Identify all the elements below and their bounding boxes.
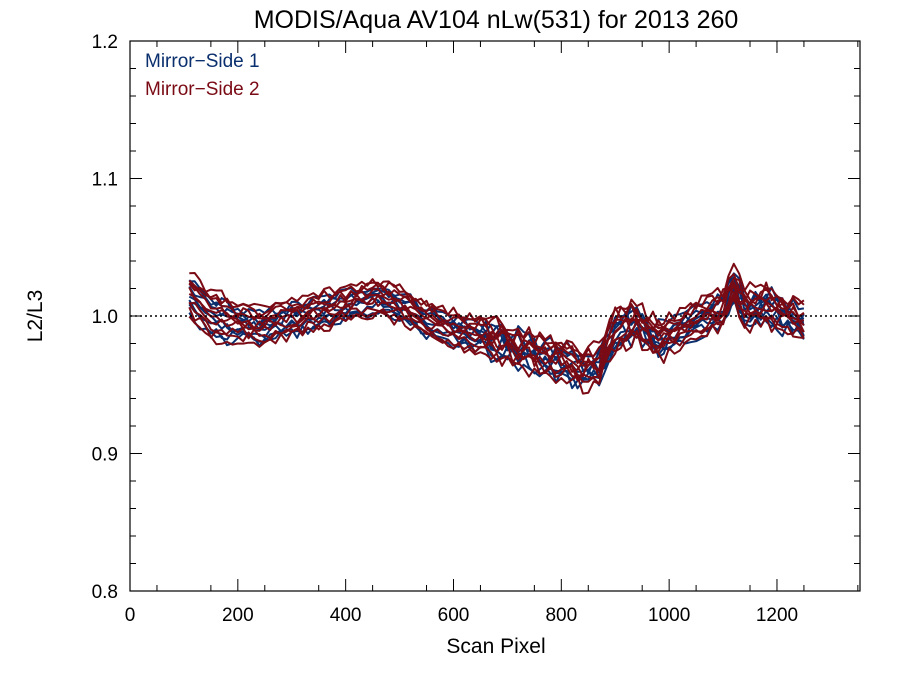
y-tick-label: 0.9 bbox=[92, 445, 118, 466]
y-axis-label: L2/L3 bbox=[24, 290, 47, 343]
x-tick-label: 1000 bbox=[648, 605, 690, 626]
series-line-12 bbox=[188, 295, 805, 395]
x-tick-label: 0 bbox=[125, 605, 136, 626]
y-tick-label: 1.1 bbox=[92, 170, 118, 191]
x-tick-label: 800 bbox=[545, 605, 577, 626]
series-line-15 bbox=[188, 273, 805, 365]
y-tick-label: 0.8 bbox=[92, 582, 118, 603]
legend-item-mirror-side-2: Mirror−Side 2 bbox=[145, 79, 260, 100]
series-layer bbox=[188, 262, 805, 395]
y-tick-label: 1.0 bbox=[92, 307, 118, 328]
x-tick-label: 200 bbox=[222, 605, 254, 626]
y-tick-label: 1.2 bbox=[92, 32, 118, 53]
ticks-layer: 0 200 400 600 800 1000 1200 0.8 0.9 1.0 1.1 1.2 bbox=[92, 32, 860, 626]
x-tick-label: 1200 bbox=[756, 605, 798, 626]
series-line-6 bbox=[188, 297, 805, 390]
x-tick-label: 400 bbox=[330, 605, 362, 626]
x-axis-label: Scan Pixel bbox=[446, 635, 545, 658]
x-tick-label: 600 bbox=[438, 605, 470, 626]
legend-item-mirror-side-1: Mirror−Side 1 bbox=[145, 51, 260, 72]
series-line-16 bbox=[188, 291, 805, 385]
series-line-13 bbox=[188, 282, 805, 367]
chart-title: MODIS/Aqua AV104 nLw(531) for 2013 260 bbox=[254, 6, 739, 34]
